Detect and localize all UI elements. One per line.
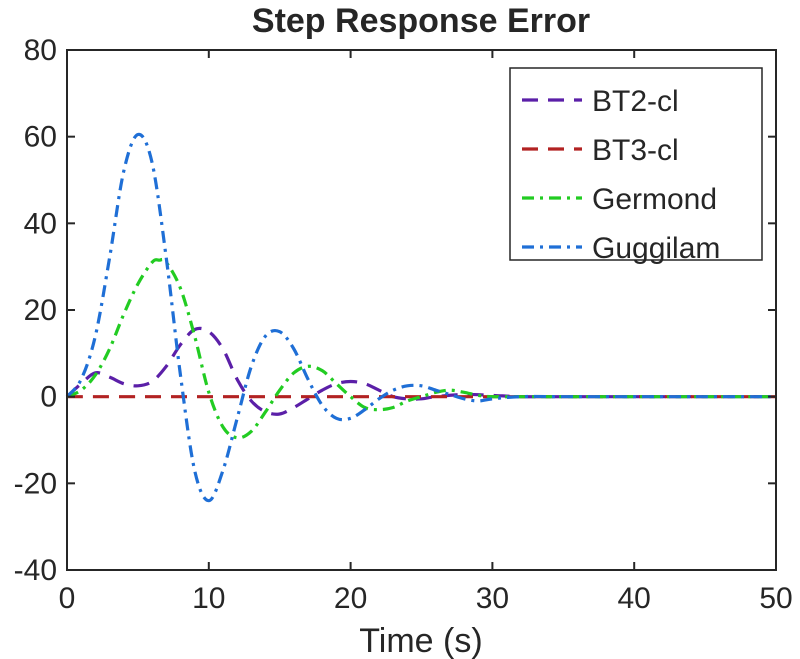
y-tick-label: -20 xyxy=(14,467,57,500)
legend-label-guggilam: Guggilam xyxy=(592,232,720,265)
legend-label-germond: Germond xyxy=(592,183,717,216)
y-tick-label: 40 xyxy=(24,207,57,240)
x-tick-label: 40 xyxy=(618,582,651,615)
y-tick-label: 0 xyxy=(40,381,57,414)
x-tick-label: 50 xyxy=(759,582,792,615)
x-tick-label: 30 xyxy=(476,582,509,615)
legend-label-bt3-cl: BT3-cl xyxy=(592,134,679,167)
series-layer xyxy=(65,132,776,503)
y-tick-label: 20 xyxy=(24,294,57,327)
x-axis-label: Time (s) xyxy=(359,622,482,659)
series-line-guggilam xyxy=(65,132,776,503)
x-tick-label: 0 xyxy=(59,582,76,615)
axes-layer: 0 10 20 30 40 50 -40 -20 0 20 40 60 80 xyxy=(14,34,793,615)
legend: BT2-cl BT3-cl Germond Guggilam xyxy=(509,67,763,265)
chart-title: Step Response Error xyxy=(252,2,590,40)
y-tick-label: 80 xyxy=(24,34,57,67)
legend-label-bt2-cl: BT2-cl xyxy=(592,85,679,118)
series-line-bt2-cl xyxy=(65,326,776,416)
y-tick-label: -40 xyxy=(14,554,57,587)
x-tick-label: 10 xyxy=(192,582,225,615)
series-line-germond xyxy=(66,257,776,440)
y-tick-label: 60 xyxy=(24,121,57,154)
x-tick-label: 20 xyxy=(334,582,367,615)
